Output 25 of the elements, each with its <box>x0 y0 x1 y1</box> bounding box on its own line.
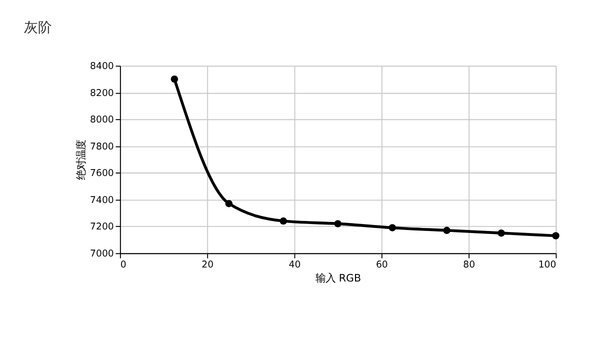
point <box>552 232 560 240</box>
y-axis-title: 绝对温度 <box>75 140 88 180</box>
point <box>498 229 505 237</box>
y-tick-label: 7000 <box>90 248 114 260</box>
point <box>280 217 288 225</box>
y-tick-label: 8400 <box>90 60 114 72</box>
x-tick-label: 20 <box>202 260 214 271</box>
x-tick-label: 80 <box>463 260 476 271</box>
point <box>170 75 178 83</box>
y-tick-label: 8000 <box>90 114 114 126</box>
point <box>334 220 342 228</box>
point <box>225 200 233 208</box>
x-tick-label: 0 <box>120 260 126 271</box>
x-tick-label: 40 <box>288 260 301 271</box>
y-tick-label: 7600 <box>90 168 114 180</box>
y-tick-label: 7200 <box>90 222 114 233</box>
point <box>388 224 396 232</box>
point <box>443 226 450 234</box>
y-tick-label: 7400 <box>90 194 114 206</box>
x-tick-label: 60 <box>376 260 388 271</box>
chart-title: 灰阶 <box>24 20 52 36</box>
y-tick-label: 8200 <box>90 88 114 99</box>
y-tick-label: 7800 <box>90 141 114 152</box>
x-tick-label: 100 <box>538 260 556 271</box>
x-axis-title: 输入 RGB <box>316 272 362 285</box>
